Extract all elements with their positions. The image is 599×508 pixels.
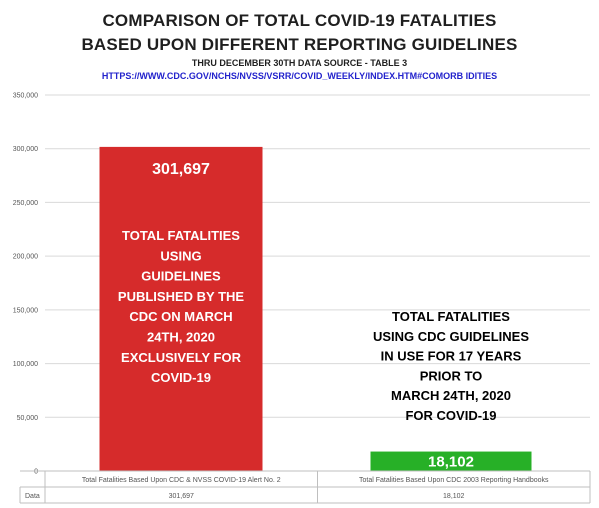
category-label-1: Total Fatalities Based Upon CDC & NVSS C… [82,477,281,484]
y-tick-label: 50,000 [17,415,39,422]
annotation-1-line: TOTAL FATALITIES [122,228,240,243]
annotation-1-line: PUBLISHED BY THE [118,289,244,304]
annotation-1-line: GUIDELINES [141,269,221,284]
annotation-2-line: PRIOR TO [420,368,483,383]
table-row-label: Data [25,493,40,500]
annotation-1-line: COVID-19 [151,370,211,385]
y-tick-label: 150,000 [13,307,38,314]
y-tick-label: 200,000 [13,254,38,261]
annotation-1-line: EXCLUSIVELY FOR [121,350,242,365]
y-tick-label: 0 [34,469,38,476]
annotation-1-line: USING [160,248,201,263]
y-tick-label: 350,000 [13,93,38,100]
table-cell-2: 18,102 [443,493,465,500]
annotation-1-line: CDC ON MARCH [129,309,232,324]
annotation-2-line: FOR COVID-19 [405,408,496,423]
chart-title-line2: BASED UPON DIFFERENT REPORTING GUIDELINE… [81,35,518,54]
chart-title: COMPARISON OF TOTAL COVID-19 FATALITIES [102,11,497,30]
annotation-1-line: 24TH, 2020 [147,330,215,345]
bar-2 [370,451,532,471]
annotation-2-line: MARCH 24TH, 2020 [391,388,511,403]
annotation-2-line: TOTAL FATALITIES [392,309,510,324]
source-url: HTTPS://WWW.CDC.GOV/NCHS/NVSS/VSRR/COVID… [101,71,498,81]
annotation-2-line: USING CDC GUIDELINES [373,329,529,344]
table-cell-1: 301,697 [169,493,194,500]
y-tick-label: 100,000 [13,361,38,368]
y-tick-label: 300,000 [13,146,38,153]
bar-1 [99,146,263,471]
data-label-1: 301,697 [152,161,210,178]
category-label-2: Total Fatalities Based Upon CDC 2003 Rep… [359,477,549,484]
chart-subtitle: THRU DECEMBER 30TH DATA SOURCE - TABLE 3 [191,58,408,68]
annotation-2-line: IN USE FOR 17 YEARS [381,349,522,364]
y-tick-label: 250,000 [13,200,38,207]
data-label-2: 18,102 [428,454,474,471]
